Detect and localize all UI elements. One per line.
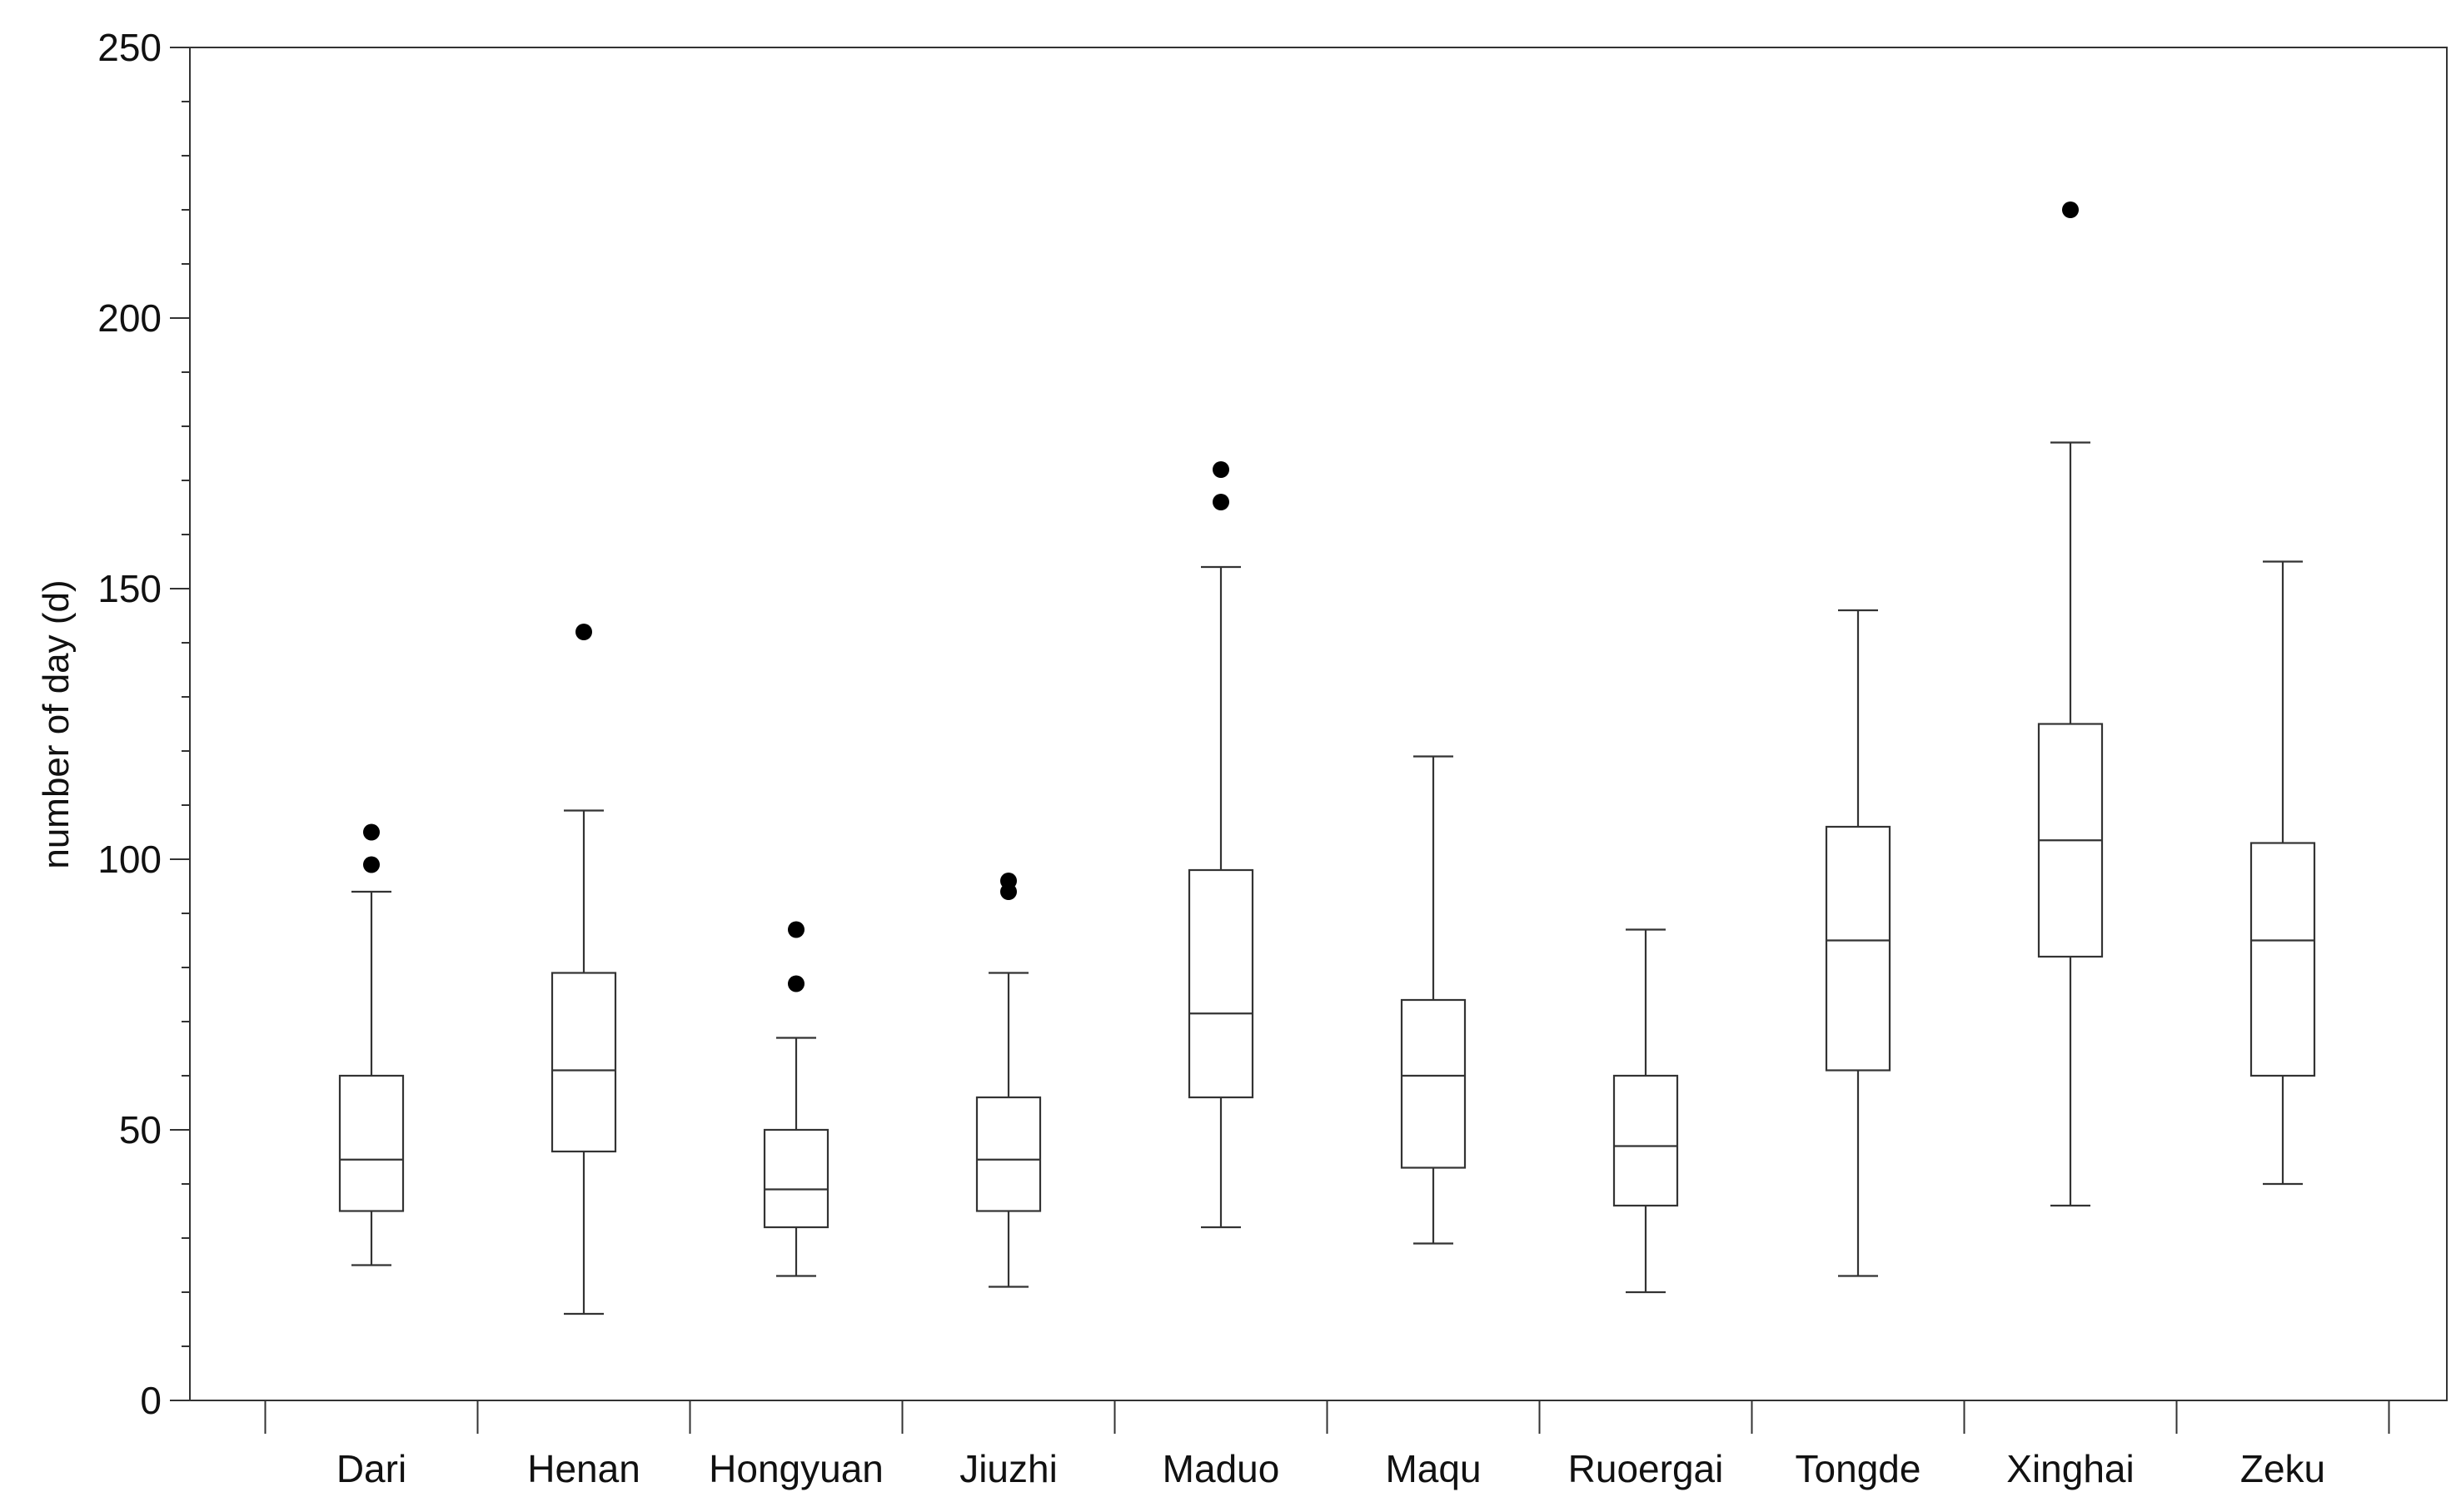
- outlier-point: [1000, 873, 1017, 889]
- box-jiuzhi: [975, 873, 1042, 1288]
- box-ruoergai: [1612, 928, 1679, 1294]
- iqr-box: [550, 972, 617, 1153]
- box-maduo: [1188, 461, 1254, 1229]
- iqr-box: [1188, 868, 1254, 1099]
- box-zeku: [2249, 560, 2316, 1186]
- outlier-point: [788, 975, 805, 992]
- iqr-box: [763, 1128, 829, 1229]
- y-axis: 0 50 100 150 200 250: [97, 26, 190, 1422]
- iqr-box: [1612, 1074, 1679, 1207]
- iqr-box: [1825, 825, 1891, 1072]
- x-tick-label: Maduo: [1163, 1447, 1280, 1490]
- x-tick-label: Xinghai: [2006, 1447, 2134, 1490]
- x-tick-label: Henan: [527, 1447, 640, 1490]
- boxes: [338, 201, 2316, 1316]
- box-maqu: [1400, 755, 1467, 1245]
- outlier-point: [363, 823, 380, 841]
- outlier-point: [363, 856, 380, 873]
- y-tick-label: 150: [97, 567, 162, 610]
- box-henan: [550, 624, 617, 1316]
- box-hongyuan: [763, 921, 829, 1277]
- outlier-point: [788, 921, 805, 938]
- y-tick-label: 200: [97, 296, 162, 340]
- x-axis: Dari Henan Hongyuan Jiuzhi Maduo Maqu Ruoergai…: [264, 1400, 2390, 1490]
- x-tick-label: Hongyuan: [709, 1447, 884, 1490]
- iqr-box: [1400, 998, 1467, 1169]
- y-tick-label: 50: [119, 1108, 162, 1151]
- x-tick-label: Maqu: [1385, 1447, 1481, 1490]
- x-tick-label: Jiuzhi: [959, 1447, 1058, 1490]
- x-tick-label: Dari: [336, 1447, 406, 1490]
- y-tick-label: 0: [140, 1379, 162, 1422]
- box-tongde: [1825, 609, 1891, 1277]
- x-tick-label: Zeku: [2240, 1447, 2325, 1490]
- outlier-point: [1213, 494, 1229, 510]
- outlier-point: [1213, 461, 1229, 478]
- x-tick-label: Ruoergai: [1568, 1447, 1724, 1490]
- iqr-box: [2249, 842, 2316, 1077]
- box-dari: [338, 823, 405, 1266]
- y-axis-title: number of day (d): [36, 579, 77, 868]
- iqr-box: [975, 1096, 1042, 1212]
- plot-frame: [189, 47, 2448, 1401]
- y-tick-label: 250: [97, 26, 162, 69]
- outlier-point: [2062, 201, 2079, 218]
- y-tick-label: 100: [97, 838, 162, 881]
- iqr-box: [338, 1074, 405, 1212]
- x-tick-label: Tongde: [1796, 1447, 1921, 1490]
- outlier-point: [575, 624, 592, 640]
- box-xinghai: [2037, 201, 2104, 1207]
